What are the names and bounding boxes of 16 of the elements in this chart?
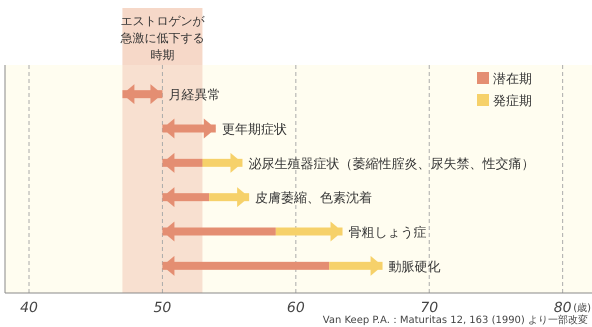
x-tick-label: 70 bbox=[420, 300, 438, 316]
x-axis-title: (歳) bbox=[573, 302, 592, 314]
x-tick-label: 50 bbox=[154, 300, 172, 316]
y-tick-label: 動脈硬化 bbox=[388, 260, 441, 275]
x-tick-label: 40 bbox=[20, 300, 38, 316]
y-tick-label: 皮膚萎縮、色素沈着 bbox=[255, 190, 372, 206]
legend-label: 発症期 bbox=[493, 94, 532, 109]
text: Van Keep P.A.：Maturitas 12, 163 (1990) より一部改変 bbox=[322, 314, 588, 326]
y-tick-label: 泌尿生殖器症状（萎縮性腟炎、尿失禁、性交痛） bbox=[248, 156, 534, 172]
legend-label: 潜在期 bbox=[493, 72, 532, 87]
y-tick-label: 月経異常 bbox=[168, 88, 220, 104]
band-label: エストロゲンが急激に低下する時期 bbox=[119, 14, 206, 62]
x-tick-label: 80 bbox=[554, 300, 572, 316]
x-tick-label: 60 bbox=[286, 300, 305, 316]
y-tick-label: 更年期症状 bbox=[222, 122, 287, 138]
y-tick-label: 骨粗しょう症 bbox=[348, 226, 427, 240]
